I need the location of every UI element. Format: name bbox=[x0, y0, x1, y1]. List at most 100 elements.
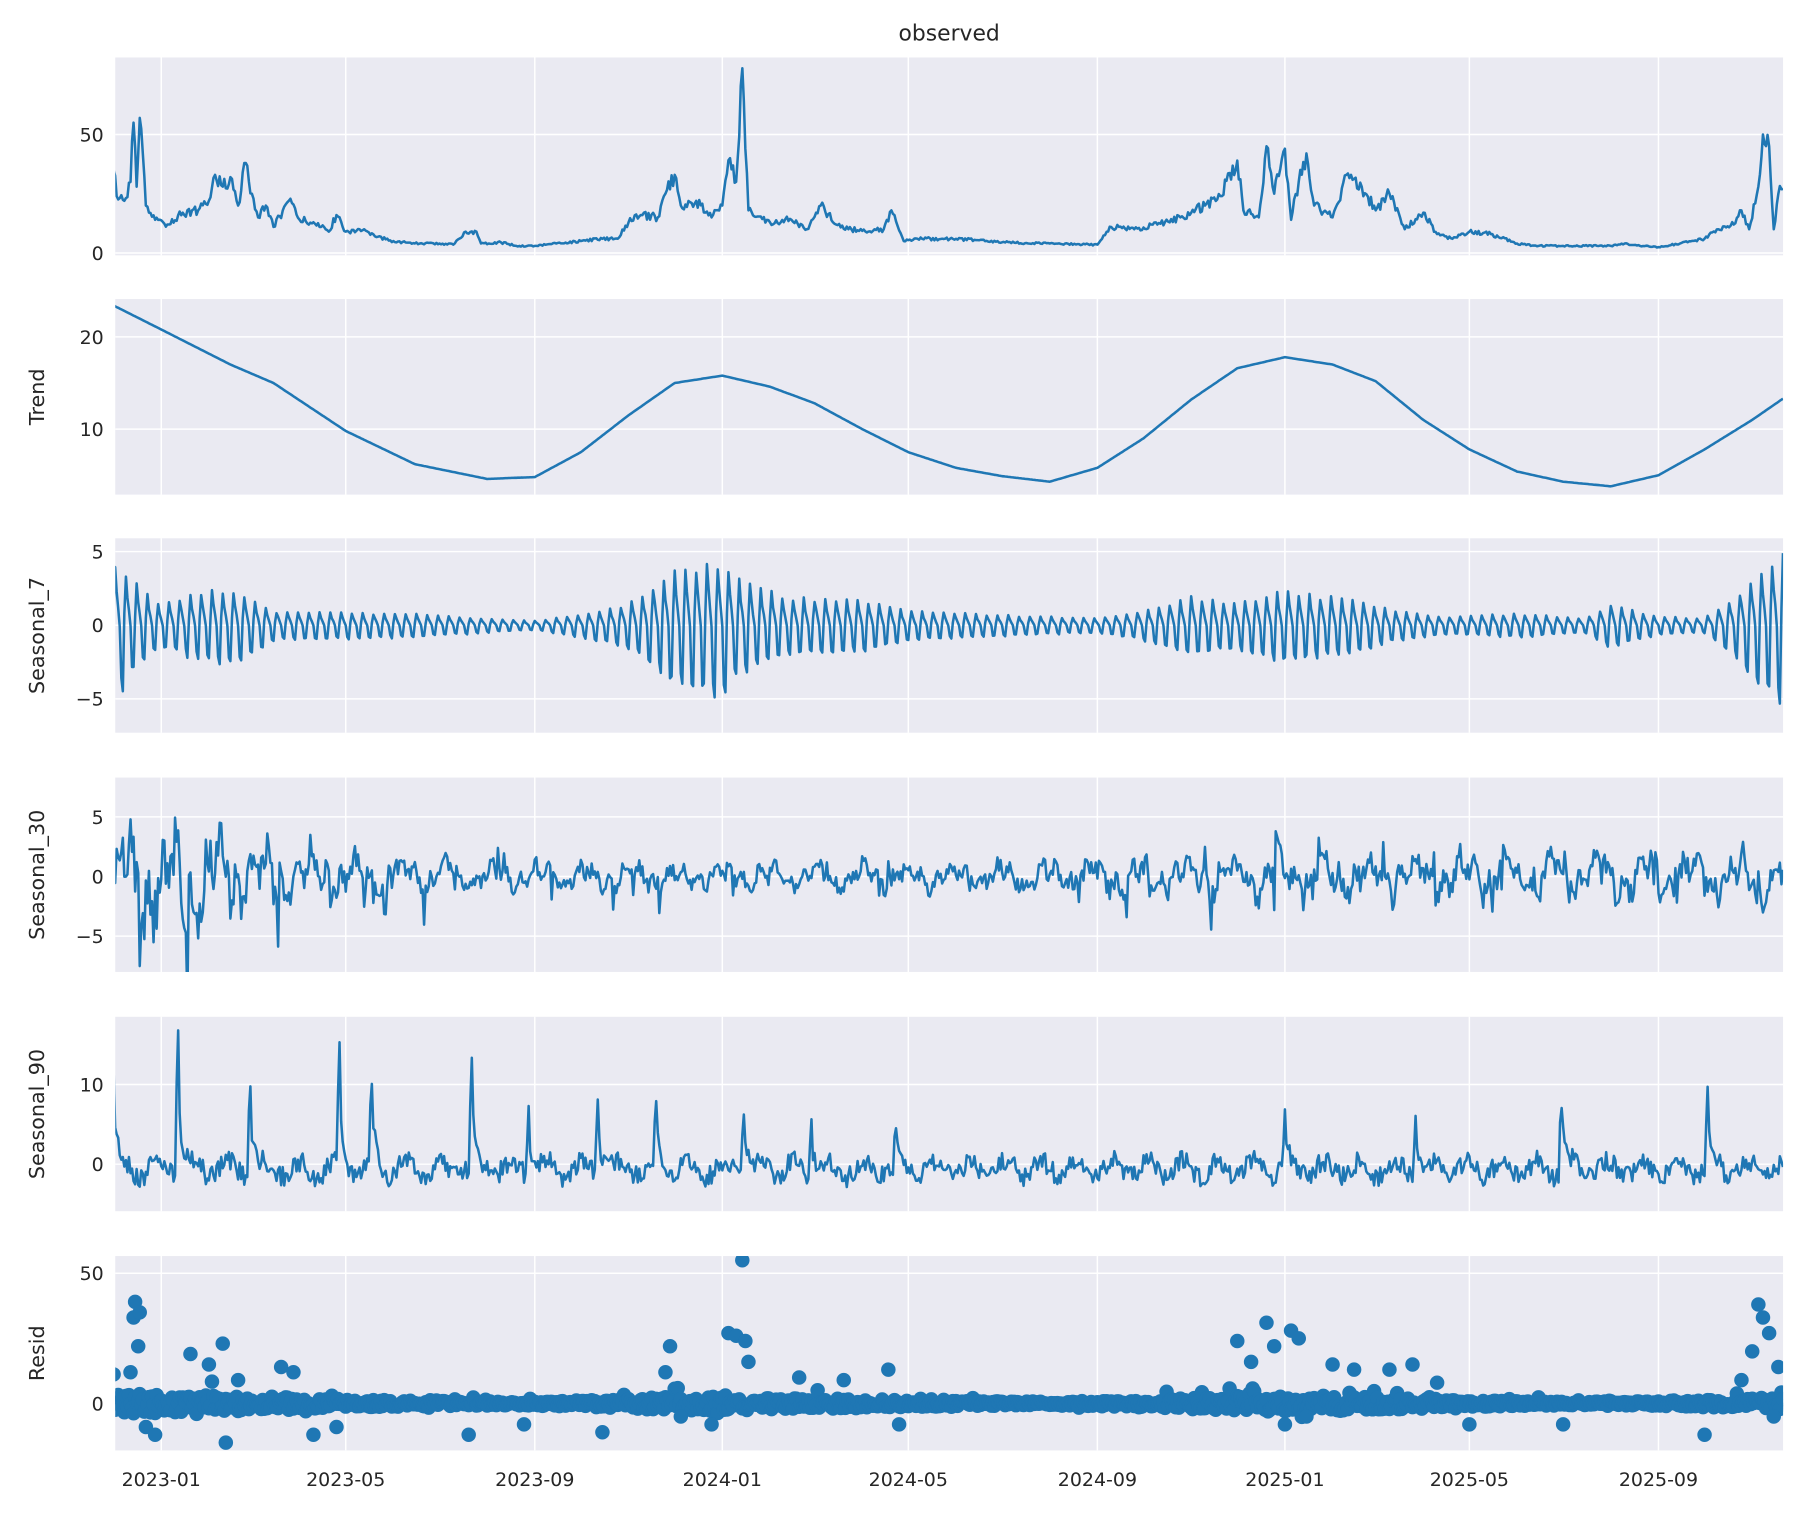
x-tick-label: 2025-09 bbox=[1619, 1469, 1698, 1491]
resid-outlier-point bbox=[1382, 1362, 1397, 1377]
y-tick-label: −5 bbox=[76, 689, 104, 711]
resid-outlier-point bbox=[516, 1417, 532, 1432]
y-tick-label: 0 bbox=[92, 1154, 104, 1176]
x-tick-label: 2024-05 bbox=[869, 1469, 948, 1491]
y-axis-label: Trend bbox=[25, 369, 49, 427]
resid-outlier-point bbox=[1771, 1359, 1784, 1375]
resid-outlier-point bbox=[1755, 1310, 1771, 1325]
resid-outlier-point bbox=[1266, 1338, 1282, 1354]
resid-outlier-point bbox=[673, 1409, 689, 1424]
resid-outlier-point bbox=[1744, 1344, 1760, 1359]
x-tick-label: 2025-01 bbox=[1245, 1469, 1324, 1491]
y-tick-label: 0 bbox=[92, 243, 104, 265]
resid-outlier-point bbox=[741, 1354, 756, 1370]
y-axis-label: Seasonal_7 bbox=[25, 577, 50, 694]
y-tick-label: 20 bbox=[80, 327, 104, 349]
y-tick-label: 0 bbox=[92, 866, 104, 888]
y-axis-label: Seasonal_90 bbox=[25, 1049, 50, 1179]
resid-point bbox=[115, 1367, 121, 1382]
series-resid bbox=[115, 1256, 1784, 1450]
y-axis-label: Seasonal_30 bbox=[25, 810, 50, 940]
plot-background bbox=[115, 1016, 1784, 1212]
plot-background bbox=[115, 1256, 1784, 1451]
resid-point bbox=[810, 1382, 825, 1398]
x-tick-label: 2023-05 bbox=[306, 1469, 385, 1491]
resid-outlier-point bbox=[1697, 1427, 1712, 1443]
panel-observed: 0 50 bbox=[80, 57, 1784, 265]
resid-outlier-point bbox=[1555, 1417, 1571, 1432]
resid-outlier-point bbox=[1429, 1375, 1445, 1390]
resid-outlier-point bbox=[1766, 1409, 1781, 1424]
x-tick-label: 2024-09 bbox=[1058, 1469, 1137, 1491]
x-tick-label: 2023-09 bbox=[495, 1469, 574, 1491]
panel-trend: 10 20 Trend bbox=[25, 299, 1784, 495]
y-tick-label: 5 bbox=[92, 807, 104, 829]
x-tick-label: 2024-01 bbox=[683, 1469, 762, 1491]
resid-outlier-point bbox=[1751, 1297, 1766, 1312]
resid-outlier-point bbox=[1462, 1417, 1477, 1432]
observed-line bbox=[115, 66, 1784, 249]
resid-outlier-point bbox=[595, 1424, 610, 1440]
series-seasonal_30 bbox=[115, 816, 1784, 972]
panel-seasonal_7: −5 0 5 Seasonal_7 bbox=[25, 538, 1784, 733]
panel-seasonal_90: 0 10 Seasonal_90 bbox=[25, 1016, 1784, 1212]
resid-outlier-point bbox=[329, 1419, 344, 1435]
resid-outlier-point bbox=[738, 1333, 753, 1349]
resid-outlier-point bbox=[1259, 1315, 1274, 1331]
resid-outlier-point bbox=[836, 1372, 852, 1388]
y-tick-label: 10 bbox=[80, 419, 104, 441]
resid-outlier-point bbox=[891, 1417, 907, 1432]
y-tick-label: 0 bbox=[92, 1393, 104, 1415]
y-tick-label: 50 bbox=[80, 1263, 104, 1285]
resid-outlier-point bbox=[461, 1427, 476, 1443]
trend-line bbox=[115, 304, 1784, 488]
panels: 0 50 10 20 Trend −5 0 5 Seasonal_7 −5 0 5 Seasonal_3… bbox=[25, 57, 1784, 1491]
y-axis-label: Resid bbox=[25, 1325, 49, 1381]
y-tick-label: −5 bbox=[76, 926, 104, 948]
resid-outlier-point bbox=[658, 1365, 673, 1380]
resid-outlier-point bbox=[1277, 1417, 1293, 1432]
resid-outlier-point bbox=[1325, 1357, 1340, 1372]
seasonal_90-line bbox=[115, 1029, 1784, 1189]
resid-outlier-point bbox=[201, 1357, 217, 1372]
series-trend bbox=[115, 304, 1784, 488]
series-observed bbox=[115, 66, 1784, 249]
plot-background bbox=[115, 299, 1784, 495]
resid-outlier-point bbox=[215, 1336, 230, 1351]
y-tick-label: 5 bbox=[92, 541, 104, 563]
resid-outlier-point bbox=[1346, 1362, 1362, 1377]
resid-point bbox=[1775, 1391, 1784, 1407]
resid-outlier-point bbox=[1734, 1372, 1749, 1388]
resid-outlier-point bbox=[273, 1359, 289, 1375]
panel-resid: 2023-01 2023-05 2023-09 2024-01 2024-05 2024-… bbox=[25, 1256, 1784, 1491]
resid-point bbox=[670, 1380, 685, 1396]
resid-outlier-point bbox=[1230, 1333, 1245, 1349]
resid-point bbox=[204, 1374, 220, 1389]
resid-outlier-point bbox=[183, 1346, 198, 1362]
y-tick-label: 10 bbox=[80, 1074, 104, 1096]
resid-outlier-point bbox=[735, 1256, 750, 1268]
chart-title: observed bbox=[899, 21, 1000, 46]
resid-outlier-point bbox=[286, 1365, 301, 1380]
resid-outlier-point bbox=[704, 1417, 719, 1432]
resid-outlier-point bbox=[230, 1372, 246, 1388]
resid-outlier-point bbox=[1291, 1331, 1307, 1346]
series-seasonal_90 bbox=[115, 1029, 1784, 1189]
panel-seasonal_30: −5 0 5 Seasonal_30 bbox=[25, 777, 1784, 972]
resid-outlier-point bbox=[1405, 1357, 1420, 1372]
seasonal_30-line bbox=[115, 816, 1784, 972]
resid-outlier-point bbox=[130, 1338, 146, 1354]
resid-outlier-point bbox=[1299, 1409, 1314, 1424]
plot-background bbox=[115, 57, 1784, 256]
resid-outlier-point bbox=[147, 1427, 163, 1443]
resid-outlier-point bbox=[791, 1370, 807, 1385]
y-tick-label: 0 bbox=[92, 615, 104, 637]
resid-outlier-point bbox=[306, 1427, 321, 1443]
x-tick-label: 2025-05 bbox=[1430, 1469, 1509, 1491]
resid-outlier-point bbox=[218, 1435, 234, 1450]
resid-outlier-point bbox=[1243, 1354, 1259, 1370]
resid-outlier-point bbox=[881, 1362, 896, 1377]
y-tick-label: 50 bbox=[80, 124, 104, 146]
seasonal_7-line bbox=[115, 553, 1784, 705]
